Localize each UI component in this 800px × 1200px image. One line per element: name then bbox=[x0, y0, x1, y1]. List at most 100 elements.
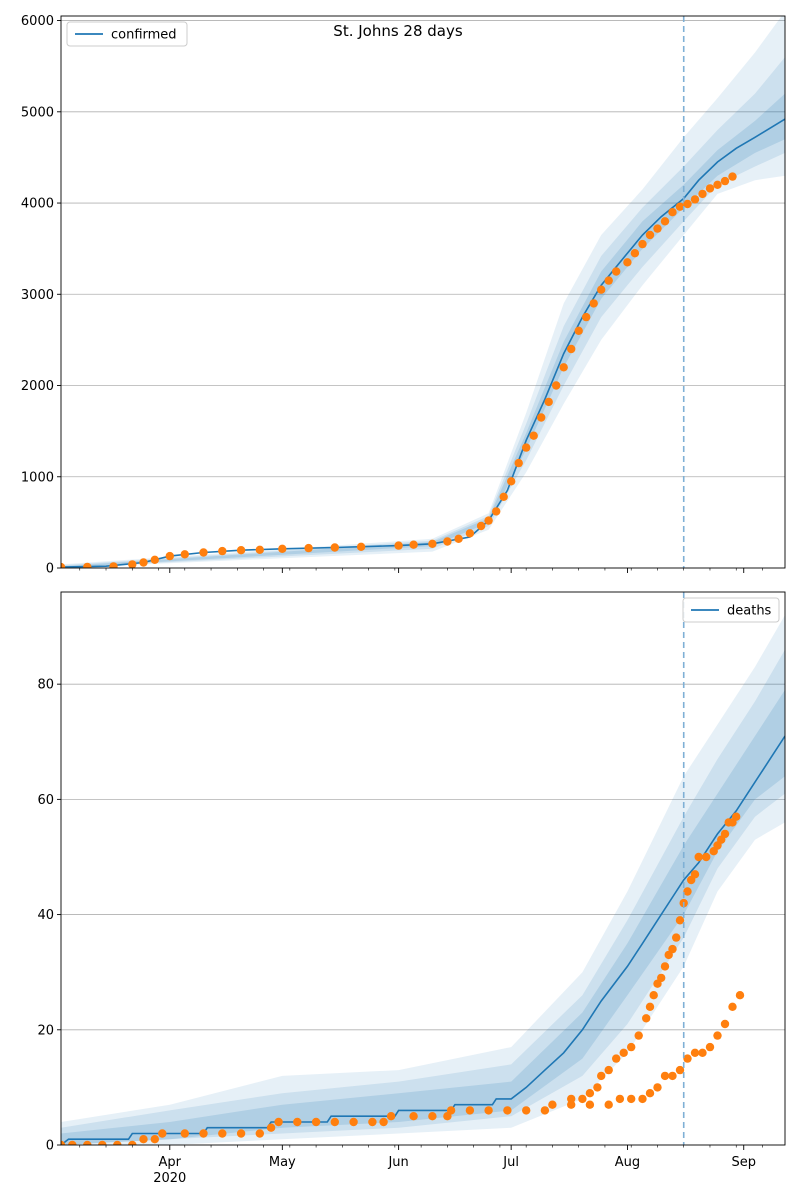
confirmed-observed-point bbox=[720, 176, 730, 186]
deaths-observed-point bbox=[612, 1054, 621, 1063]
confirmed-observed-point bbox=[409, 540, 418, 549]
confirmed-observed-point bbox=[713, 180, 722, 189]
deaths-observed-point bbox=[484, 1106, 493, 1115]
confirmed-observed-point bbox=[597, 285, 606, 294]
deaths-y-tick-label: 60 bbox=[37, 793, 54, 808]
confirmed-observed-point bbox=[128, 560, 137, 568]
confirmed-observed-point bbox=[683, 199, 692, 209]
deaths-observed-point bbox=[683, 1054, 692, 1063]
confirmed-plot-area bbox=[61, 16, 785, 568]
deaths-observed-point bbox=[465, 1106, 475, 1115]
deaths-observed-point bbox=[683, 887, 692, 896]
deaths-y-tick-label: 80 bbox=[37, 678, 54, 693]
confirmed-y-tick-label: 4000 bbox=[21, 197, 54, 212]
figure-title: St. Johns 28 days bbox=[333, 22, 463, 40]
confirmed-observed-point bbox=[428, 539, 437, 548]
confirmed-observed-point bbox=[522, 443, 531, 452]
confirmed-observed-point bbox=[476, 521, 486, 531]
deaths-y-tick-label: 20 bbox=[37, 1023, 54, 1038]
deaths-observed-point bbox=[274, 1117, 283, 1127]
deaths-observed-point bbox=[720, 1019, 730, 1029]
confirmed-observed-point bbox=[278, 544, 287, 553]
deaths-observed-point bbox=[522, 1106, 531, 1115]
deaths-observed-point bbox=[236, 1129, 246, 1138]
deaths-observed-point bbox=[83, 1140, 92, 1145]
x-tick-label: Apr bbox=[159, 1155, 182, 1170]
deaths-observed-point bbox=[660, 962, 670, 971]
confirmed-observed-point bbox=[165, 551, 174, 561]
deaths-observed-point bbox=[690, 1048, 700, 1058]
confirmed-observed-point bbox=[612, 267, 621, 276]
deaths-observed-point bbox=[735, 991, 745, 1000]
deaths-legend: deaths bbox=[682, 597, 780, 623]
deaths-observed-point bbox=[266, 1123, 276, 1132]
deaths-panel: 0 20 40 60 80 deaths bbox=[37, 591, 786, 1154]
confirmed-observed-point bbox=[653, 224, 662, 233]
confirmed-observed-point bbox=[589, 299, 598, 308]
confirmed-model-line bbox=[61, 118, 785, 568]
deaths-observed-point bbox=[690, 870, 700, 879]
deaths-observed-point bbox=[379, 1117, 388, 1127]
confirmed-observed-point bbox=[199, 548, 208, 557]
confirmed-observed-point bbox=[465, 529, 475, 538]
deaths-observed-point bbox=[619, 1048, 628, 1058]
deaths-observed-point bbox=[593, 1083, 602, 1092]
confirmed-observed-point bbox=[529, 431, 538, 440]
confirmed-observed-point bbox=[675, 202, 685, 211]
x-tick-label: Sep bbox=[731, 1155, 756, 1170]
deaths-observed-point bbox=[732, 812, 741, 821]
deaths-observed-point bbox=[61, 1140, 66, 1145]
deaths-observed-point bbox=[705, 1042, 715, 1052]
deaths-observed-point bbox=[597, 1071, 606, 1081]
confirmed-observed-point bbox=[559, 363, 568, 372]
confirmed-axes-frame bbox=[60, 15, 786, 569]
confirmed-observed-point bbox=[356, 542, 366, 551]
confirmed-observed-point bbox=[218, 546, 227, 556]
deaths-observed-point bbox=[672, 933, 681, 942]
deaths-observed-point bbox=[627, 1094, 636, 1104]
deaths-observed-point bbox=[578, 1094, 587, 1104]
confirmed-observed-point bbox=[514, 458, 523, 468]
deaths-observed-point bbox=[604, 1065, 613, 1075]
deaths-observed-point bbox=[713, 1031, 722, 1040]
deaths-observed-point bbox=[311, 1117, 321, 1127]
confirmed-observed-point bbox=[304, 543, 313, 553]
confirmed-observed-point bbox=[630, 249, 640, 258]
confirmed-observed-point bbox=[507, 477, 516, 486]
deaths-observed-point bbox=[293, 1117, 302, 1127]
deaths-observed-point bbox=[634, 1031, 643, 1040]
deaths-observed-point bbox=[68, 1140, 77, 1145]
deaths-observed-point bbox=[585, 1089, 595, 1098]
confirmed-observed-point bbox=[236, 546, 246, 555]
deaths-observed-point bbox=[649, 991, 658, 1000]
deaths-uncertainty-band-2 bbox=[61, 649, 785, 1145]
deaths-observed-point bbox=[645, 1002, 655, 1011]
x-tick-label: Jun bbox=[387, 1155, 408, 1170]
deaths-observed-point bbox=[585, 1100, 595, 1109]
deaths-observed-point bbox=[503, 1106, 512, 1115]
confirmed-observed-point bbox=[660, 217, 670, 226]
x-tick-label: Jul bbox=[502, 1155, 519, 1170]
deaths-observed-point bbox=[199, 1129, 208, 1138]
confirmed-observed-point bbox=[443, 537, 452, 546]
deaths-observed-point bbox=[653, 1083, 662, 1092]
confirmed-y-tick-label: 0 bbox=[46, 562, 54, 577]
deaths-observed-point bbox=[668, 1071, 677, 1081]
deaths-observed-point bbox=[638, 1094, 647, 1104]
x-tick-label: Aug bbox=[615, 1155, 640, 1170]
confirmed-observed-point bbox=[604, 276, 613, 285]
deaths-y-tick-label: 40 bbox=[37, 908, 54, 923]
deaths-observed-point bbox=[150, 1135, 159, 1144]
confirmed-observed-point bbox=[574, 326, 583, 335]
x-axis-labels: Apr May Jun Jul Aug Sep 2020 bbox=[153, 1155, 756, 1186]
confirmed-panel: 0 1000 2000 3000 4000 5000 6000 confirmed bbox=[21, 14, 786, 577]
deaths-observed-point bbox=[627, 1042, 636, 1052]
deaths-observed-point bbox=[368, 1117, 377, 1127]
deaths-observed-point bbox=[642, 1014, 651, 1023]
confirmed-observed-point bbox=[552, 381, 561, 390]
deaths-observed-point bbox=[349, 1117, 358, 1127]
confirmed-observed-point bbox=[690, 195, 700, 204]
deaths-observed-point bbox=[330, 1117, 339, 1127]
deaths-observed-point bbox=[660, 1071, 670, 1081]
deaths-observed-point bbox=[702, 852, 711, 862]
